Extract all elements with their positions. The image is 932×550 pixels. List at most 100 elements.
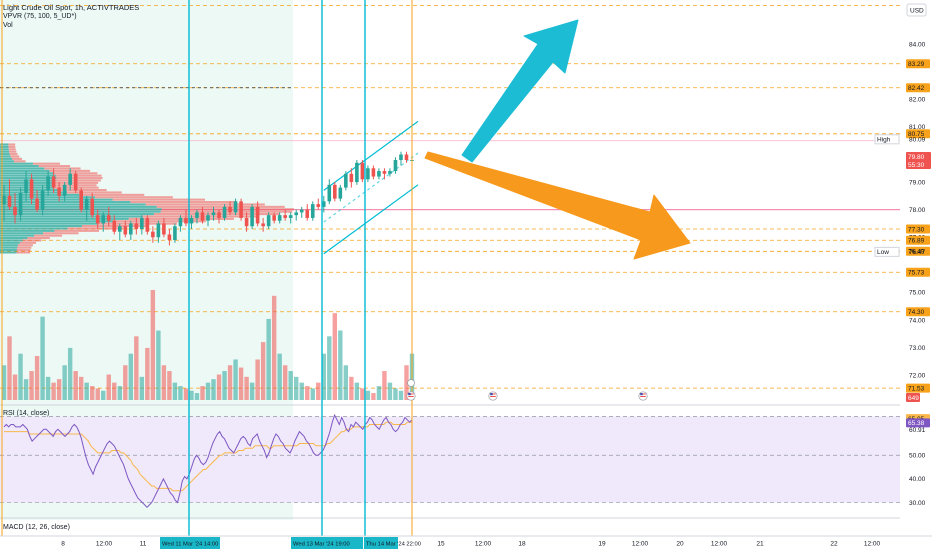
time-axis-background [0, 536, 932, 550]
rsi-value: 65.38 [908, 420, 925, 427]
candle-body [79, 190, 83, 210]
rsi-lines [3, 413, 413, 509]
candle-body [288, 215, 293, 218]
us-flag-event-icon-canton [490, 393, 493, 396]
candle-body [310, 204, 315, 218]
volume-bar [145, 347, 150, 400]
price-tick-label: 72.00 [909, 372, 926, 379]
volume-bar [117, 386, 122, 400]
volume-bar [67, 347, 73, 400]
volume-badge: 649 [908, 395, 919, 402]
vpvr-up-bar [0, 237, 28, 240]
candle-body [173, 226, 177, 240]
volume-bar [90, 386, 95, 400]
candle-body [62, 184, 67, 196]
candle-body [239, 201, 243, 218]
time-tick-label: 21 [756, 541, 764, 548]
indicator-vol-label[interactable]: Vol [3, 22, 13, 29]
candle-body [68, 173, 72, 185]
last-price-countdown: 55:30 [908, 162, 925, 169]
vpvr-down-bar [19, 241, 37, 244]
vpvr-down-bar [95, 196, 173, 199]
volume-bar [244, 376, 249, 400]
candle-body [377, 171, 381, 177]
candle-body [272, 215, 276, 221]
volume-bar [393, 388, 398, 400]
time-tick-label: 12:00 [475, 541, 492, 548]
volume-bar [78, 376, 84, 400]
low-label-text: Low [877, 249, 889, 256]
level-tag: 76.89 [908, 238, 925, 245]
candle-body [327, 184, 332, 202]
candle-body [338, 187, 343, 199]
candle-body [333, 184, 337, 199]
volume-bar [101, 390, 106, 400]
vpvr-down-bar [38, 165, 71, 168]
candle-body [382, 171, 387, 174]
indicator-rsi-label[interactable]: RSI (14, close) [3, 410, 50, 417]
level-tag-box [906, 59, 930, 69]
vpvr-down-bar [156, 205, 285, 208]
regression-channel [323, 120, 419, 255]
candle-body [266, 215, 271, 227]
volume-bar [338, 330, 343, 400]
volume-bar [211, 379, 216, 400]
volume-bar [40, 316, 45, 400]
candle-body [404, 154, 409, 160]
candle-body [206, 215, 210, 221]
us-flag-event-icon-stripe [490, 396, 496, 397]
candle-body [316, 204, 321, 207]
vpvr-down-bar [113, 220, 206, 223]
volume-bar [349, 376, 354, 400]
candle-body [84, 198, 89, 210]
candle-body [211, 212, 216, 216]
candle-body [140, 217, 144, 229]
vpvr-down-bar [16, 251, 31, 254]
low-label-box [874, 246, 900, 257]
volume-bar [7, 336, 12, 400]
volume-bar [167, 371, 172, 400]
volume-bar [282, 365, 288, 400]
time-tick-label: 18 [518, 541, 526, 548]
level-tag: 74.30 [908, 309, 925, 316]
candle-body [294, 212, 299, 216]
time-tick-label: 12:00 [96, 541, 113, 548]
volume-bar [238, 367, 244, 400]
volume-bar [376, 386, 382, 400]
indicator-vpvr-label[interactable]: VPVR (75, 100, 5_UD*) [3, 13, 77, 20]
time-tick-label: 12:00 [711, 541, 728, 548]
volume-bar [172, 382, 178, 400]
vpvr-down-bar [8, 145, 16, 148]
candle-body [299, 209, 304, 213]
vpvr-up-bar [0, 157, 13, 160]
vpvr-down-bar [16, 248, 31, 252]
vpvr-up-bar [0, 153, 10, 156]
candle-body [366, 168, 370, 180]
level-tag-box [906, 267, 930, 277]
time-tick-label: 19 [598, 541, 606, 548]
candle-body [360, 162, 365, 180]
time-highlight-box [160, 537, 220, 549]
rsi-tick-label: 40.00 [909, 476, 926, 483]
us-flag-event-icon-stripe [640, 396, 646, 397]
vpvr-up-bar [0, 215, 143, 218]
volume-bars [1, 290, 415, 400]
candle-body [18, 193, 23, 216]
volume-bar [310, 388, 315, 400]
volume-bar [354, 382, 360, 400]
bearish-arrow [424, 151, 691, 260]
volume-bar [321, 353, 326, 400]
candle-body [90, 198, 95, 216]
candle-body [222, 206, 227, 218]
vpvr-down-bar [44, 167, 81, 170]
candle-body [151, 231, 155, 238]
volume-bar [51, 382, 56, 400]
volume-bar [189, 390, 194, 400]
indicator-macd-label[interactable]: MACD (12, 26, close) [3, 524, 70, 531]
volume-bar [222, 371, 227, 400]
level-tag-box [906, 246, 930, 256]
dividend-event-icon [407, 379, 415, 387]
price-tick-label: 84.00 [909, 41, 926, 48]
volume-bar [18, 353, 23, 400]
